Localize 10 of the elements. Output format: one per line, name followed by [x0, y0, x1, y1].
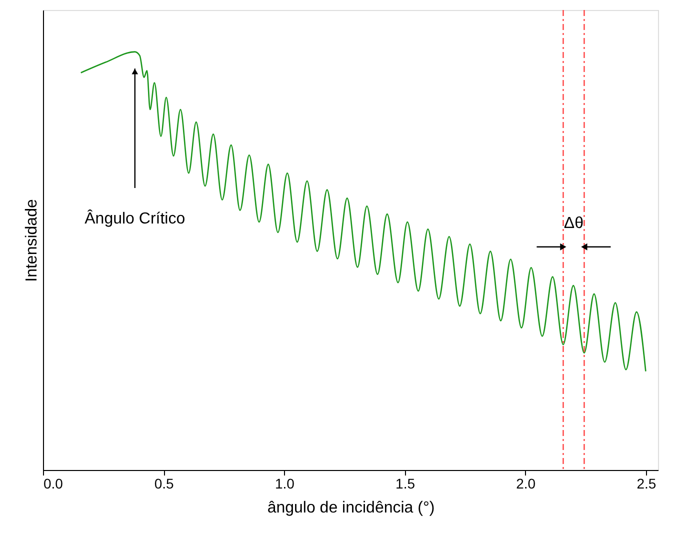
x-tick-label: 2.0	[516, 476, 536, 492]
x-axis-title: ângulo de incidência (°)	[267, 500, 435, 516]
annotation: Δθ	[564, 214, 584, 232]
x-tick-label: 1.0	[274, 476, 295, 492]
x-tick-label: 0.5	[154, 476, 174, 492]
y-axis-title: Intensidade	[24, 199, 40, 282]
annotation: Ângulo Crítico	[84, 210, 186, 228]
x-tick-label: 1.5	[396, 476, 416, 492]
x-tick-label: 0.0	[44, 476, 64, 492]
x-tick-label: 2.5	[636, 476, 656, 492]
